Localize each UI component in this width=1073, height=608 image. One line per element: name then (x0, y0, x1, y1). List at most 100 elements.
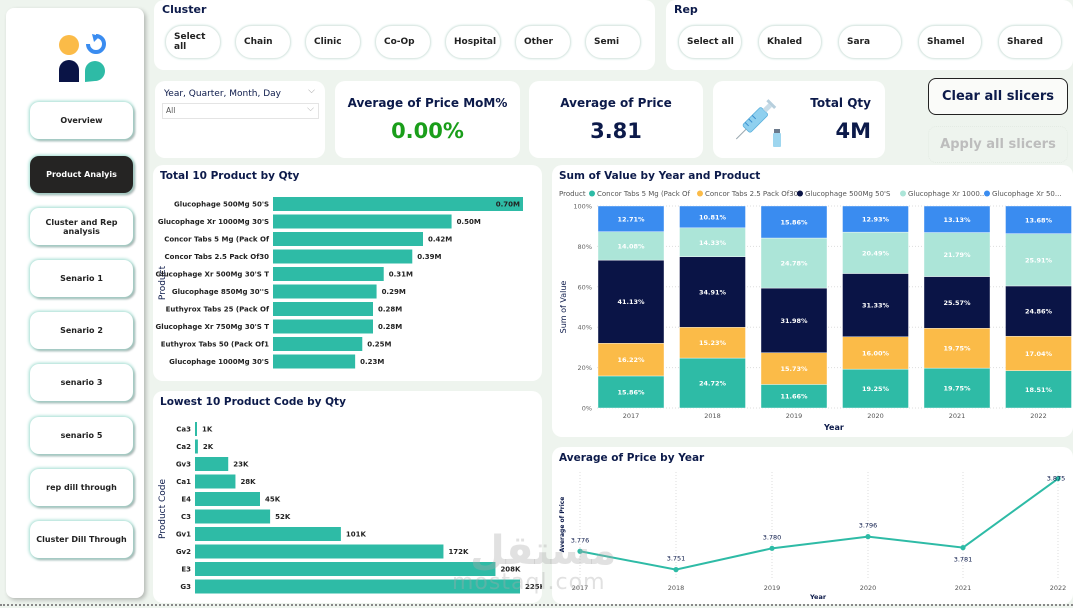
data-point[interactable] (1055, 476, 1061, 482)
legend-marker (900, 190, 906, 197)
bar[interactable] (195, 474, 236, 489)
nav-button-product-analyis[interactable]: Product Analyis (30, 156, 133, 193)
bar[interactable] (273, 354, 356, 369)
stacked-bar-segment[interactable] (760, 237, 828, 289)
segment-label: 15.86% (617, 388, 645, 396)
stacked-bar-segment[interactable] (923, 328, 991, 369)
stacked-bar-segment[interactable] (1005, 335, 1072, 371)
stacked-bar-segment[interactable] (597, 342, 665, 377)
nav-button-overview[interactable]: Overview (30, 102, 133, 139)
stacked-bar-segment[interactable] (842, 368, 909, 409)
bar[interactable] (195, 492, 260, 506)
bar[interactable] (195, 509, 271, 524)
apply-all-slicers-button[interactable]: Apply all slicers (928, 126, 1068, 163)
nav-button-senario-3[interactable]: senario 3 (30, 364, 133, 401)
cluster-slicer-option-semi[interactable]: Semi (585, 25, 641, 59)
data-point[interactable] (769, 545, 775, 551)
nav-button-senario-5[interactable]: senario 5 (30, 417, 133, 454)
bar[interactable] (195, 422, 197, 436)
legend-item[interactable]: Concor Tabs 5 Mg (Pack Of (589, 190, 691, 198)
stacked-bar-segment[interactable] (842, 205, 909, 233)
cluster-slicer-option-chain[interactable]: Chain (235, 25, 291, 59)
segment-label: 10.81% (699, 213, 727, 221)
stacked-bar-segment[interactable] (597, 259, 665, 344)
cluster-slicer-option-select-all[interactable]: Select all (165, 25, 221, 59)
bar[interactable] (273, 302, 373, 316)
stacked-bar-segment[interactable] (760, 352, 828, 385)
stacked-bar-segment[interactable] (597, 205, 665, 232)
data-point[interactable] (577, 548, 583, 554)
legend-item[interactable]: Glucophage Xr 1000... (900, 190, 986, 198)
nav-button-rep-dill-through[interactable]: rep dill through (30, 469, 133, 506)
clear-all-slicers-button[interactable]: Clear all slicers (928, 78, 1068, 115)
cluster-slicer-option-other[interactable]: Other (515, 25, 571, 59)
category-label: G3 (180, 583, 191, 591)
legend-item[interactable]: Concor Tabs 2.5 Pack Of30 (697, 190, 798, 198)
x-tick-label: 2018 (704, 412, 721, 420)
category-label: Glucophage 500Mg 50'S (174, 201, 269, 209)
segment-label: 13.68% (1025, 216, 1053, 224)
bar[interactable] (195, 439, 198, 454)
legend-item[interactable]: Glucophage 500Mg 50'S (797, 190, 891, 198)
bar[interactable] (273, 232, 423, 246)
avg-price-line-chart: 2017 2018 2019 2020 2021 2022 Average of Price… (559, 472, 1066, 601)
bar[interactable] (273, 214, 452, 229)
stacked-bar-segment[interactable] (842, 336, 909, 370)
stacked-bar-segment[interactable] (923, 232, 991, 277)
stacked-bar-segment[interactable] (923, 367, 991, 409)
stacked-bar-segment[interactable] (679, 357, 746, 409)
bar[interactable] (195, 562, 496, 576)
stacked-bar-segment[interactable] (679, 256, 746, 328)
stacked-bar-segment[interactable] (597, 375, 665, 409)
bar[interactable] (195, 544, 444, 559)
stacked-bar-segment[interactable] (760, 205, 828, 239)
stacked-bar-segment[interactable] (679, 327, 746, 359)
date-slicer-dropdown[interactable]: All ⌵ (162, 103, 319, 119)
stacked-bar-segment[interactable] (1005, 205, 1072, 234)
bar[interactable] (195, 457, 229, 471)
rep-slicer-option-khaled[interactable]: Khaled (758, 25, 822, 59)
data-point[interactable] (960, 545, 966, 551)
stacked-bar-segment[interactable] (760, 287, 828, 353)
legend-marker (697, 190, 703, 197)
x-tick-label: 2017 (623, 412, 640, 420)
stacked-bar-segment[interactable] (1005, 370, 1072, 409)
nav-button-cluster-dill-through[interactable]: Cluster Dill Through (30, 521, 133, 558)
bar[interactable] (273, 249, 413, 264)
bar[interactable] (273, 284, 377, 299)
stacked-bar-segment[interactable] (1005, 285, 1072, 337)
rep-slicer-option-shamel[interactable]: Shamel (918, 25, 982, 59)
rep-slicer-option-select-all[interactable]: Select all (678, 25, 742, 59)
nav-button-senario-2[interactable]: Senario 2 (30, 312, 133, 349)
bar[interactable] (273, 267, 384, 281)
page-bottom-border (0, 604, 1073, 606)
bar[interactable] (195, 527, 341, 541)
stacked-bar-segment[interactable] (923, 276, 991, 329)
segment-label: 16.22% (617, 356, 645, 364)
bar[interactable] (195, 579, 520, 594)
data-point[interactable] (673, 567, 679, 573)
bar[interactable] (273, 319, 373, 334)
stacked-bar-segment[interactable] (1005, 233, 1072, 287)
stacked-bar-segment[interactable] (679, 227, 746, 257)
stacked-bar-segment[interactable] (679, 205, 746, 229)
data-label: 3.780 (763, 533, 782, 541)
kpi-card-mom: Average of Price MoM% 0.00% (335, 81, 520, 158)
y-tick-label: 40% (578, 324, 592, 332)
legend-item[interactable]: Glucophage Xr 50... (984, 190, 1062, 198)
bar[interactable] (273, 197, 523, 211)
cluster-slicer-option-clinic[interactable]: Clinic (305, 25, 361, 59)
nav-button-cluster-and-rep-analysis[interactable]: Cluster and Rep analysis (30, 208, 133, 245)
chevron-down-icon[interactable]: ⌵ (308, 86, 315, 96)
stacked-bar-segment[interactable] (842, 231, 909, 274)
data-point[interactable] (865, 534, 871, 540)
rep-slicer-option-sara[interactable]: Sara (838, 25, 902, 59)
bar[interactable] (273, 337, 363, 351)
rep-slicer-option-shared[interactable]: Shared (998, 25, 1062, 59)
cluster-slicer-option-hospital[interactable]: Hospital (445, 25, 501, 59)
stacked-bar-segment[interactable] (842, 273, 909, 337)
stacked-bar-segment[interactable] (923, 205, 991, 233)
cluster-slicer-option-co-op[interactable]: Co-Op (375, 25, 431, 59)
category-label: Ca2 (176, 443, 191, 451)
nav-button-senario-1[interactable]: Senario 1 (30, 260, 133, 297)
